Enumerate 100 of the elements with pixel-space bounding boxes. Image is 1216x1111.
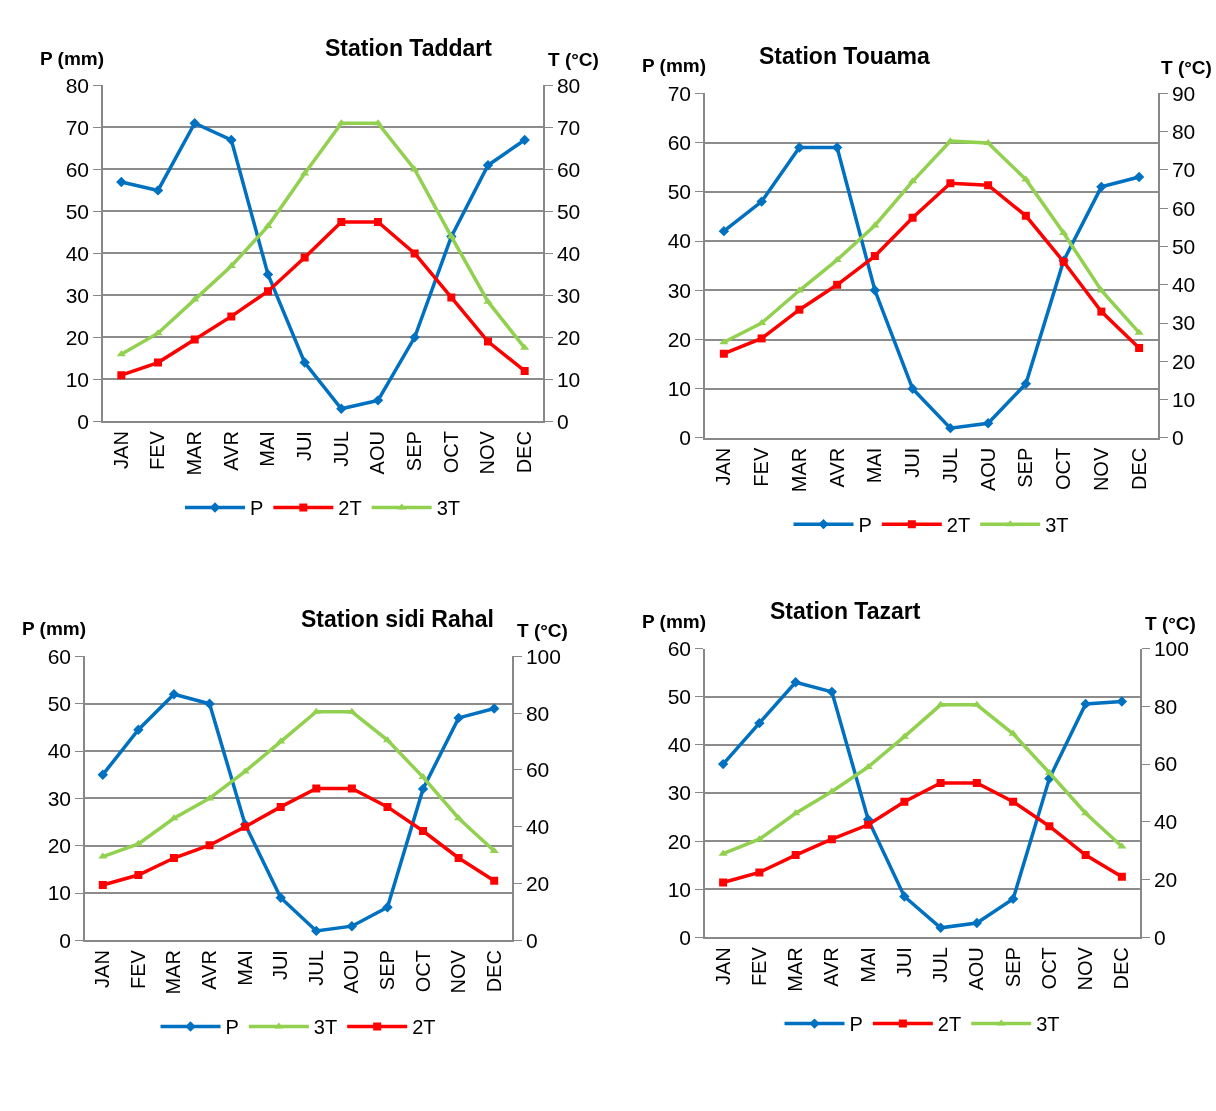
point: [116, 176, 127, 188]
y2-tick-label: 100: [1153, 636, 1189, 660]
point: [447, 293, 456, 302]
point: [169, 854, 178, 863]
y-tick-label: 70: [667, 81, 692, 105]
point: [907, 383, 918, 394]
point: [1044, 768, 1054, 775]
y-tick-label: 0: [679, 925, 692, 949]
y2-axis-title: T (°C): [548, 49, 599, 70]
y2-tick-label: 20: [556, 325, 581, 349]
y-tick-label: 50: [667, 180, 692, 204]
point: [1134, 328, 1144, 335]
x-tick-label: SEP: [1014, 447, 1037, 488]
point: [336, 403, 347, 414]
point: [152, 185, 164, 196]
x-tick-label: MAI: [856, 947, 879, 983]
legend-label: 3T: [313, 1016, 338, 1039]
y-tick-label: 70: [65, 115, 90, 139]
point: [971, 917, 983, 929]
legend-label: 2T: [338, 497, 362, 520]
y2-tick-label: 40: [1153, 810, 1178, 834]
y-tick-label: 50: [65, 199, 90, 223]
x-tick-label: OCT: [411, 950, 434, 993]
y-tick-label: 30: [65, 283, 90, 307]
x-tick-label: JUL: [929, 947, 952, 983]
point: [982, 418, 994, 429]
x-tick-label: DEC: [513, 431, 536, 474]
legend-label: P: [250, 497, 264, 520]
point: [189, 118, 200, 129]
x-tick-label: AOU: [976, 447, 999, 492]
x-tick-label: JAN: [712, 447, 735, 486]
y-tick-label: 20: [47, 834, 72, 858]
y2-tick-label: 10: [1171, 388, 1196, 412]
y2-tick-label: 0: [1153, 925, 1166, 949]
point: [417, 783, 429, 795]
point: [336, 119, 346, 126]
point: [1096, 286, 1106, 293]
point: [1009, 797, 1018, 806]
y2-tick-label: 40: [1171, 273, 1196, 297]
y-tick-label: 60: [47, 644, 72, 668]
point: [827, 835, 836, 844]
point: [347, 784, 356, 793]
point: [346, 920, 358, 932]
y-tick-label: 50: [47, 692, 72, 716]
point: [227, 312, 236, 321]
x-tick-label: DEC: [1127, 447, 1150, 490]
point: [936, 778, 945, 787]
point: [263, 222, 273, 229]
point: [791, 809, 801, 816]
point: [226, 134, 237, 146]
x-tick-label: FEV: [750, 447, 773, 487]
x-tick-label: OCT: [1052, 447, 1075, 490]
y-tick-label: 20: [667, 829, 692, 853]
legend-label: 3T: [1036, 1013, 1060, 1036]
x-tick-label: NOV: [447, 949, 470, 994]
x-tick-label: NOV: [476, 430, 499, 475]
point: [482, 160, 494, 171]
point: [936, 700, 946, 707]
x-tick-label: MAI: [256, 431, 279, 467]
y-tick-label: 30: [667, 781, 692, 805]
point: [454, 854, 463, 863]
y2-tick-label: 0: [556, 409, 569, 433]
point: [1133, 171, 1145, 183]
y-axis-title: P (mm): [40, 48, 105, 69]
point: [983, 139, 993, 146]
y2-tick-label: 30: [1171, 311, 1196, 335]
point: [945, 422, 956, 434]
x-tick-label: SEP: [375, 950, 398, 991]
point: [1045, 822, 1054, 831]
point: [337, 217, 346, 226]
legend-label: P: [849, 1013, 863, 1036]
y-tick-label: 10: [667, 877, 692, 901]
point: [275, 892, 286, 903]
point: [519, 134, 530, 146]
y-tick-label: 30: [47, 786, 72, 810]
y2-axis-title: T (°C): [1145, 613, 1196, 634]
point: [410, 249, 419, 258]
point: [190, 295, 200, 302]
point: [134, 871, 143, 880]
point: [945, 137, 955, 144]
x-tick-label: JUL: [304, 950, 327, 986]
point: [262, 269, 274, 280]
point: [97, 769, 108, 780]
y2-tick-label: 20: [1153, 868, 1178, 891]
y-tick-label: 10: [65, 367, 90, 391]
y-tick-label: 60: [667, 636, 692, 660]
point: [520, 343, 530, 350]
legend-label: 2T: [946, 513, 971, 536]
point: [718, 225, 730, 237]
chart-title: Station Tazart: [770, 598, 921, 624]
x-tick-label: MAR: [787, 447, 810, 493]
x-tick-label: MAI: [233, 950, 256, 986]
y2-tick-label: 60: [1153, 752, 1178, 776]
point: [984, 181, 993, 190]
y-tick-label: 20: [65, 325, 90, 349]
x-tick-label: DEC: [1110, 947, 1133, 990]
y2-tick-label: 60: [1171, 196, 1196, 220]
point: [717, 758, 729, 770]
y-tick-label: 30: [667, 278, 692, 302]
y-tick-label: 10: [667, 377, 692, 401]
